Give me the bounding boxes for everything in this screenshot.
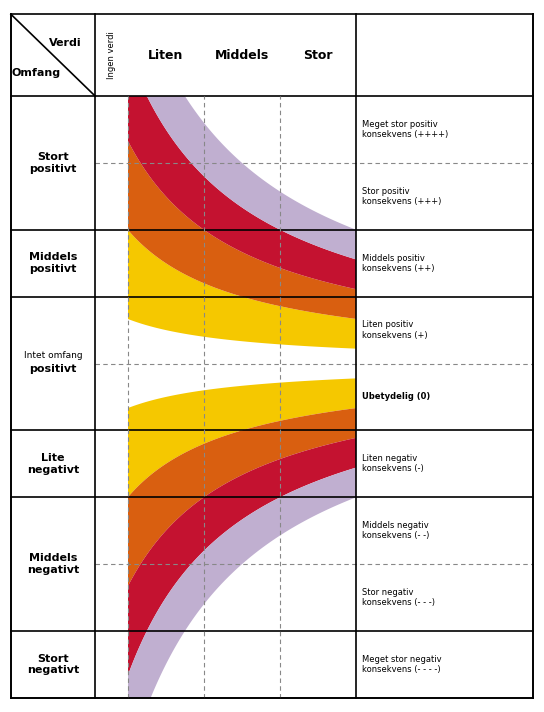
Polygon shape <box>128 96 356 260</box>
Polygon shape <box>128 378 356 497</box>
Text: Middels
positivt: Middels positivt <box>29 253 77 274</box>
Text: Ingen verdi: Ingen verdi <box>107 31 116 79</box>
Text: Stort
negativt: Stort negativt <box>27 654 79 675</box>
Text: Stort
positivt: Stort positivt <box>29 152 77 174</box>
Polygon shape <box>128 96 356 289</box>
Polygon shape <box>356 14 533 698</box>
Text: Liten: Liten <box>148 48 184 62</box>
Text: Omfang: Omfang <box>11 68 61 78</box>
Polygon shape <box>128 141 356 319</box>
Polygon shape <box>11 14 128 698</box>
Polygon shape <box>128 438 356 676</box>
Text: Meget stor positiv
konsekvens (++++): Meget stor positiv konsekvens (++++) <box>362 120 448 140</box>
Text: Stor negativ
konsekvens (- - -): Stor negativ konsekvens (- - -) <box>362 588 435 607</box>
Text: Verdi: Verdi <box>50 38 82 48</box>
Text: Meget stor negativ
konsekvens (- - - -): Meget stor negativ konsekvens (- - - -) <box>362 654 441 674</box>
Text: Intet omfang: Intet omfang <box>24 351 82 360</box>
Text: Middels negativ
konsekvens (- -): Middels negativ konsekvens (- -) <box>362 521 429 540</box>
Text: Middels
negativt: Middels negativt <box>27 553 79 575</box>
Text: Middels positiv
konsekvens (++): Middels positiv konsekvens (++) <box>362 253 434 273</box>
Text: Stor positiv
konsekvens (+++): Stor positiv konsekvens (+++) <box>362 187 441 206</box>
Text: Middels: Middels <box>215 48 269 62</box>
Text: Lite
negativt: Lite negativt <box>27 453 79 475</box>
Polygon shape <box>128 96 356 698</box>
Text: Ubetydelig (0): Ubetydelig (0) <box>362 392 430 402</box>
Polygon shape <box>128 408 356 587</box>
Polygon shape <box>128 468 356 698</box>
Text: Lite
positivt: Lite positivt <box>29 352 77 375</box>
Polygon shape <box>128 230 356 349</box>
Text: Liten negativ
konsekvens (-): Liten negativ konsekvens (-) <box>362 454 424 473</box>
Text: Liten positiv
konsekvens (+): Liten positiv konsekvens (+) <box>362 320 428 340</box>
Polygon shape <box>11 14 533 96</box>
Text: Stor: Stor <box>304 48 333 62</box>
